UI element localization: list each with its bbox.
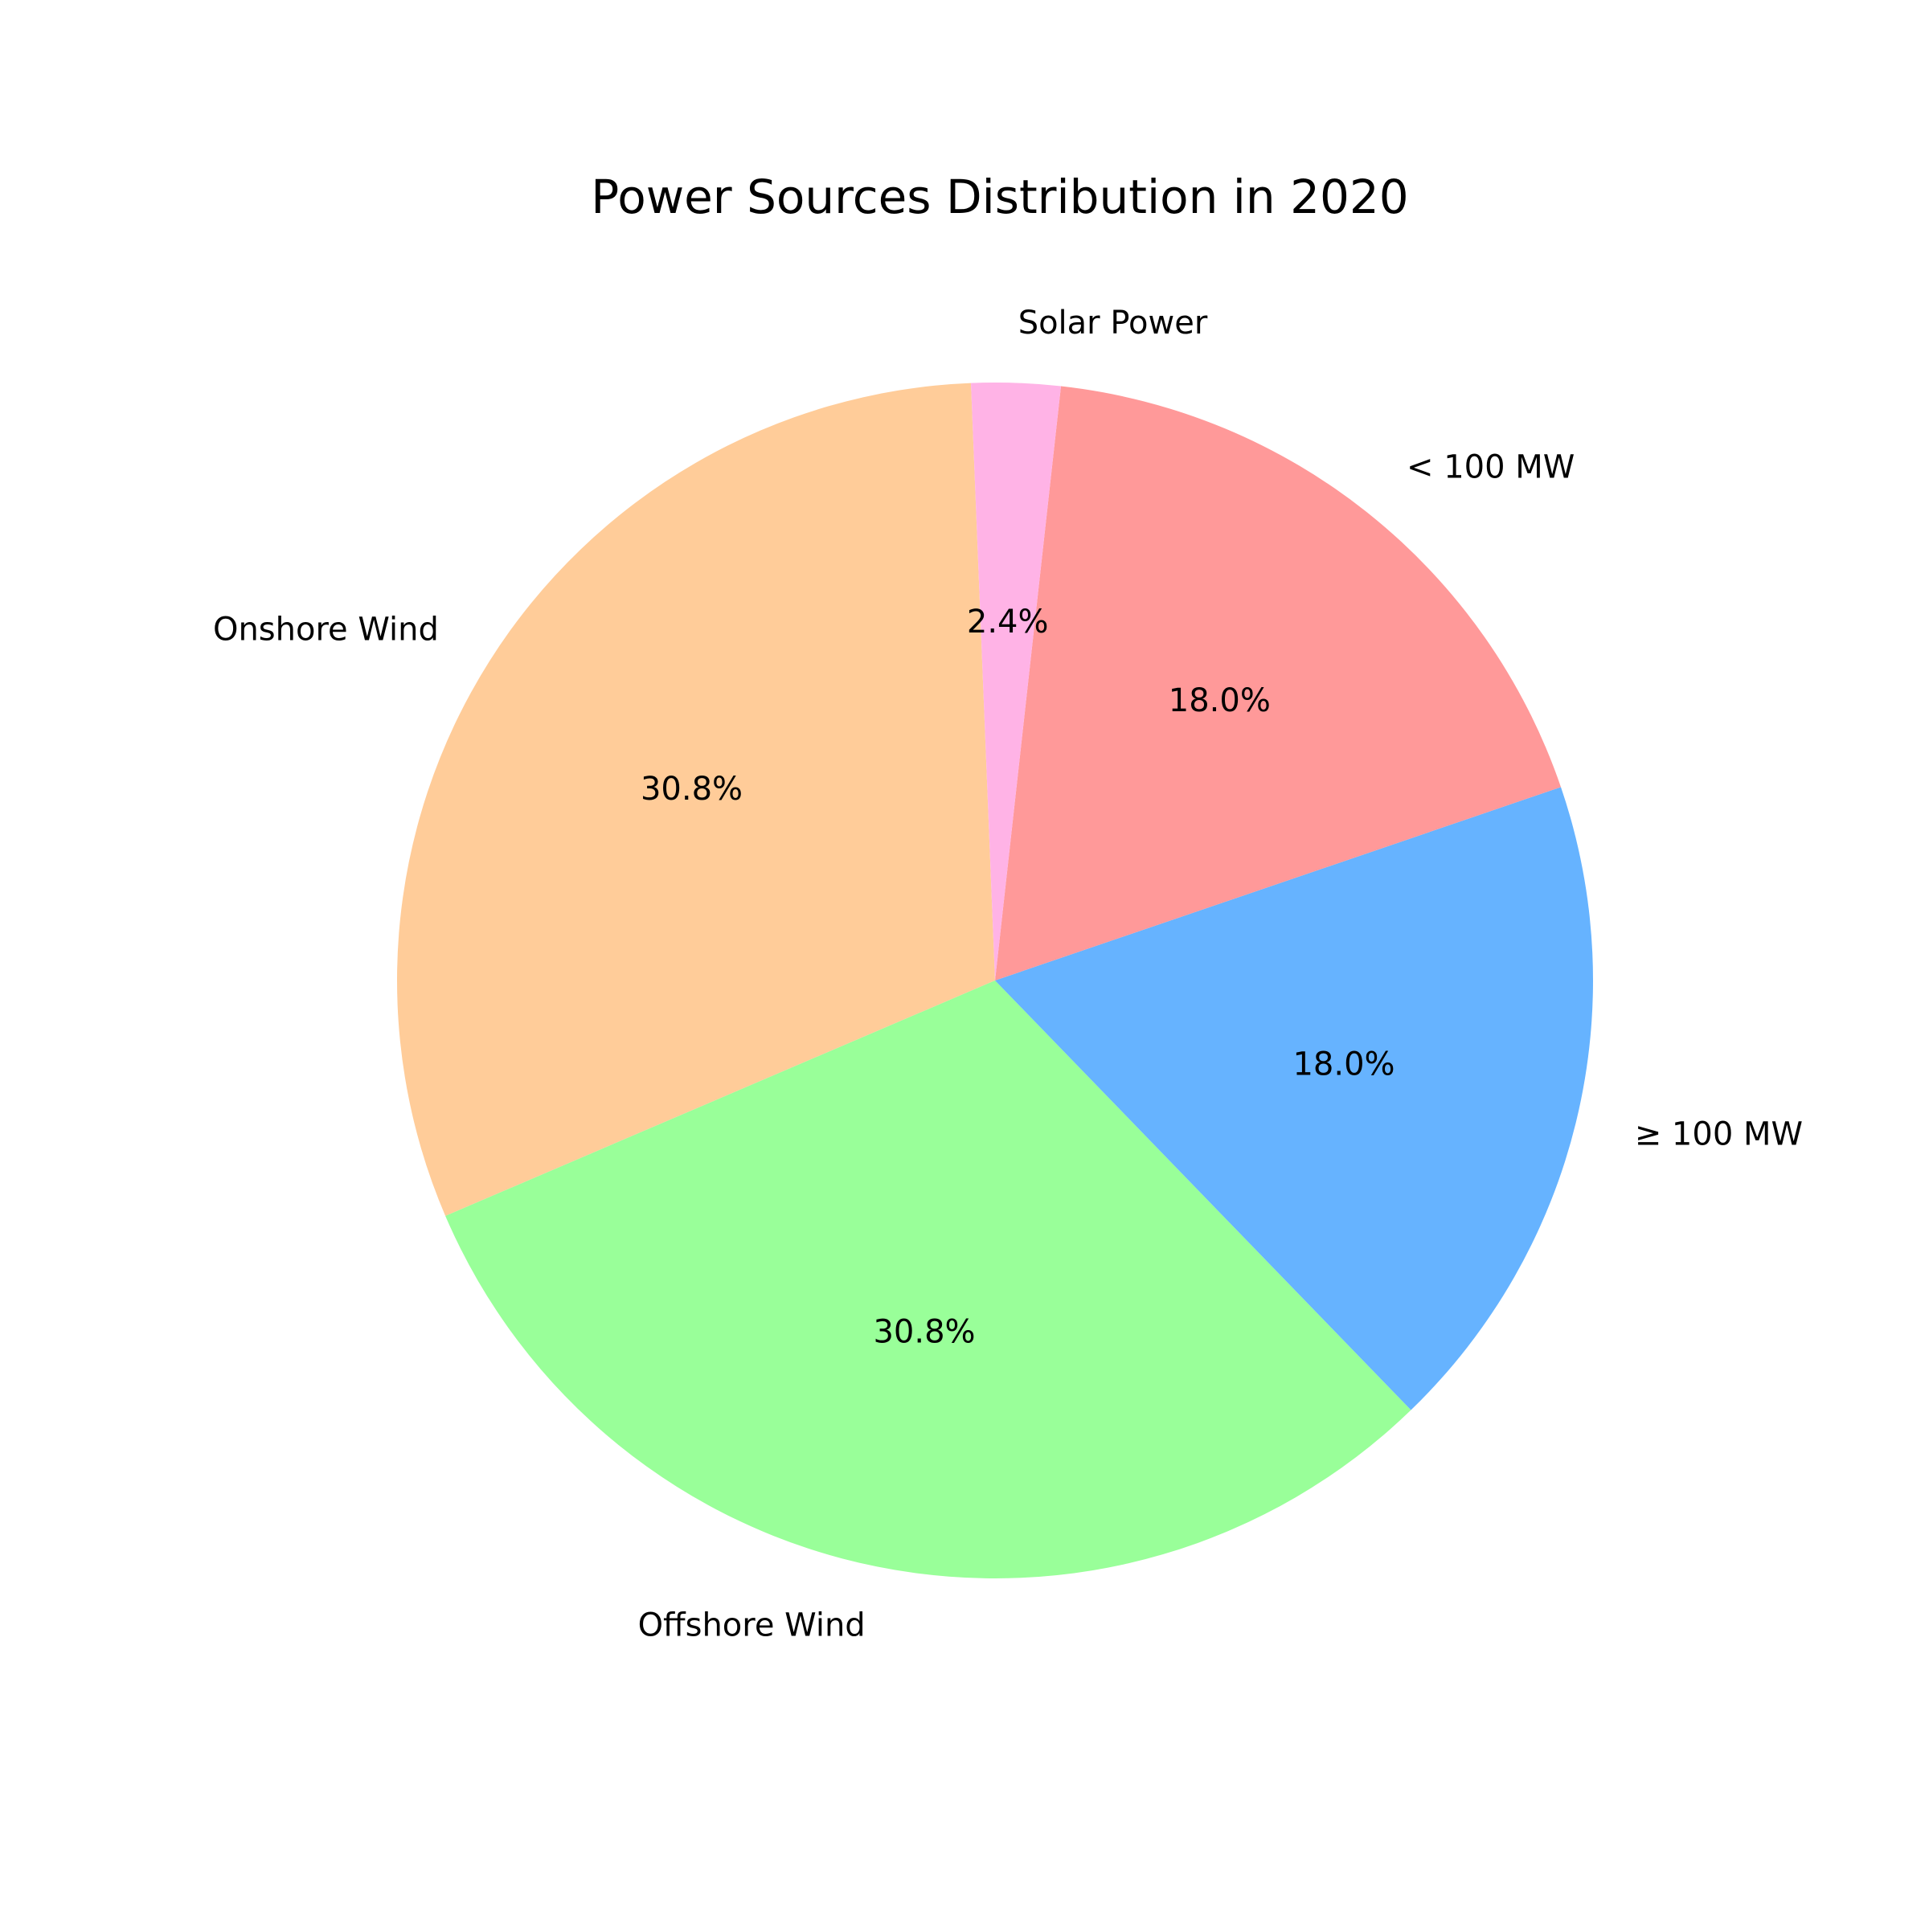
chart-title: Power Sources Distribution in 2020 <box>591 170 1408 224</box>
pie-slice-onshore-wind <box>396 383 996 1216</box>
slice-label-ge-100-mw: ≥ 100 MW <box>1635 1116 1803 1153</box>
slice-label-offshore-wind: Offshore Wind <box>638 1607 866 1643</box>
slice-labels: Onshore Wind Offshore Wind ≥ 100 MW < 100 M… <box>213 305 1803 1643</box>
pct-label-ge-100-mw: 18.0% <box>1292 1046 1395 1083</box>
pie-slices <box>396 382 1593 1579</box>
percentage-labels: 30.8% 30.8% 18.0% 18.0% 2.4% <box>641 604 1395 1351</box>
slice-label-onshore-wind: Onshore Wind <box>213 611 439 648</box>
pie-slice-ge-100-mw <box>995 787 1593 1410</box>
pct-label-onshore-wind: 30.8% <box>641 771 743 808</box>
pie-slice-offshore-wind <box>445 980 1411 1579</box>
pie-slice-lt-100-mw <box>995 386 1562 980</box>
pct-label-offshore-wind: 30.8% <box>873 1314 975 1351</box>
slice-label-solar-power: Solar Power <box>1018 305 1208 342</box>
pie-slice-solar-power <box>971 382 1062 981</box>
pct-label-solar-power: 2.4% <box>967 604 1049 641</box>
pct-label-lt-100-mw: 18.0% <box>1169 682 1271 719</box>
slice-label-lt-100-mw: < 100 MW <box>1407 449 1575 486</box>
